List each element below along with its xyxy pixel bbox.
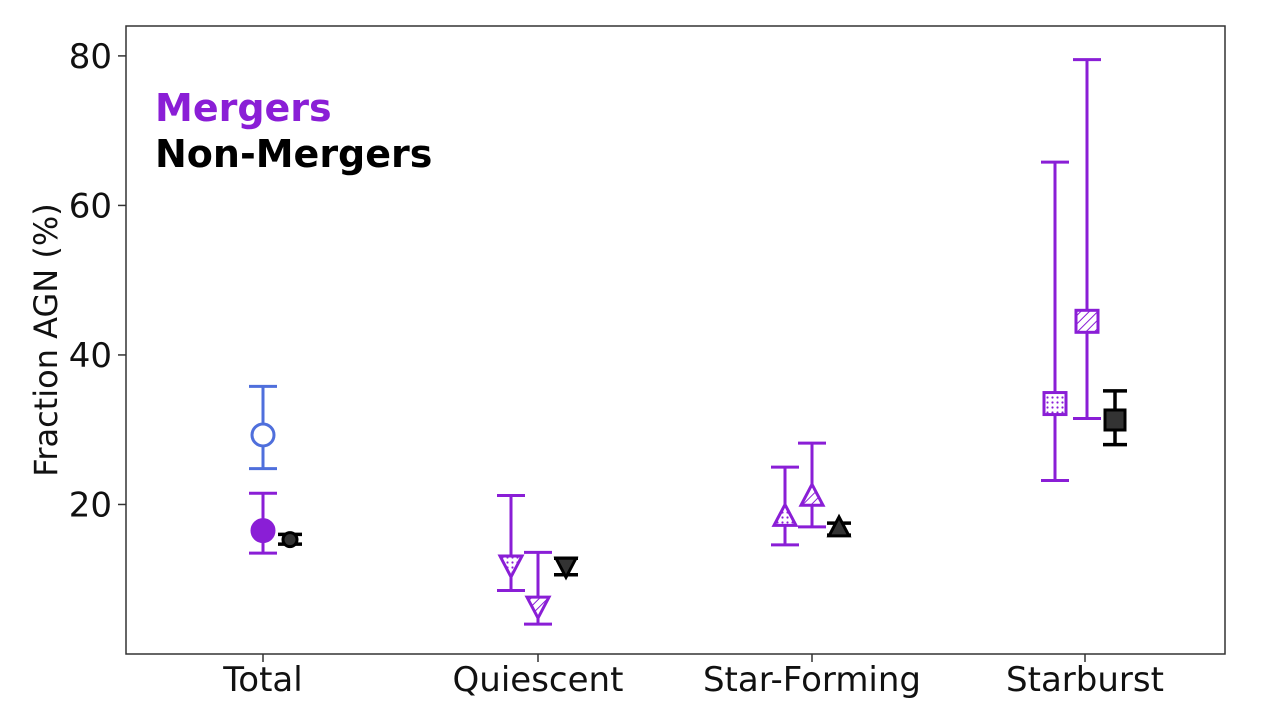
y-tick-label: 40 (69, 336, 112, 376)
marker-triangle-up (826, 513, 852, 538)
error-bar (1041, 160, 1069, 483)
y-tick-label: 60 (69, 186, 112, 226)
legend-non-mergers: Non-Mergers (155, 132, 432, 176)
data-marks (249, 58, 1127, 626)
marker-triangle-up (798, 481, 826, 507)
marker-triangle-down (524, 595, 552, 622)
marker-triangle-down (497, 554, 525, 581)
y-tick-label: 80 (69, 37, 112, 77)
marker-circle (281, 531, 299, 549)
x-tick-label: Starburst (1006, 660, 1164, 700)
plot-frame (125, 25, 1226, 655)
x-axis: Total Quiescent Star-Forming Starburst (222, 654, 1164, 700)
error-bar (1073, 58, 1101, 420)
legend-mergers: Mergers (155, 86, 332, 130)
y-axis-label: Fraction AGN (%) (27, 203, 65, 477)
y-axis: 20 40 60 80 (69, 37, 126, 525)
x-tick-label: Total (222, 660, 302, 700)
y-tick-label: 20 (69, 485, 112, 525)
marker-triangle-down (553, 556, 579, 581)
marker-square (1074, 308, 1100, 334)
x-tick-label: Quiescent (453, 660, 624, 700)
x-tick-label: Star-Forming (703, 660, 921, 700)
marker-square (1103, 408, 1127, 432)
marker-circle (250, 422, 276, 448)
marker-circle (250, 518, 276, 544)
marker-triangle-up (771, 501, 799, 527)
marker-square (1042, 391, 1068, 417)
